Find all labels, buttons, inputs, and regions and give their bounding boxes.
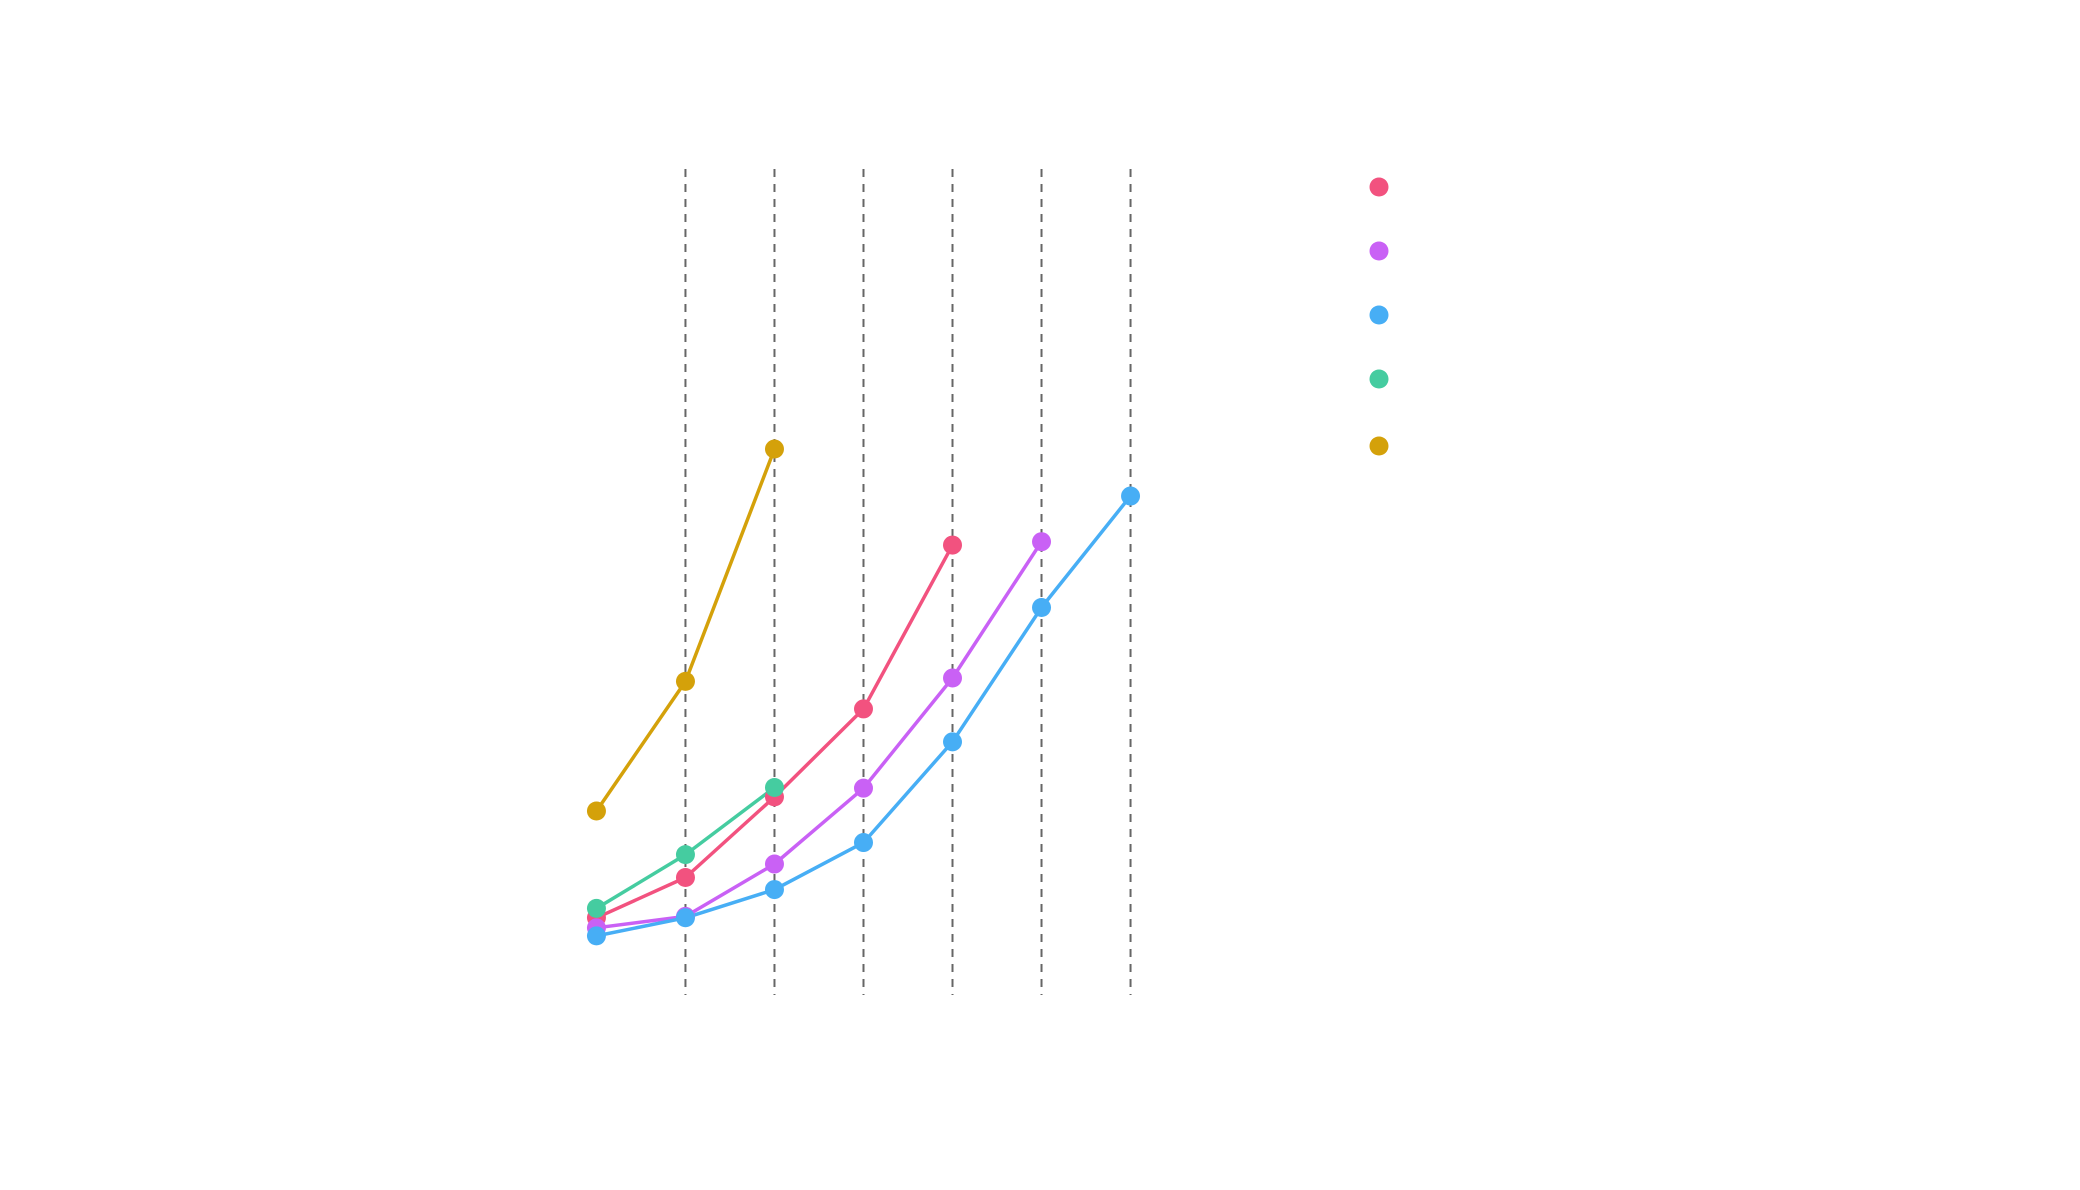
series-1-point-2 <box>675 867 695 887</box>
legend-key-2 <box>1369 241 1389 261</box>
legend-key-1 <box>1369 177 1389 197</box>
series-2-point-4 <box>853 778 873 798</box>
series-2-line <box>594 539 1044 930</box>
series-4-point-3 <box>764 777 784 797</box>
series-4-point-2 <box>675 845 695 865</box>
series-3-point-1 <box>586 926 606 946</box>
reference-lines <box>684 169 1132 995</box>
series-3-point-2 <box>675 908 695 928</box>
series-3-point-6 <box>1032 598 1052 618</box>
series-2-point-5 <box>943 668 963 688</box>
series-5-point-3 <box>764 439 784 459</box>
series-3-point-4 <box>853 833 873 853</box>
series-1-point-5 <box>943 535 963 555</box>
legend-key-3 <box>1369 305 1389 325</box>
series-2-point-6 <box>1032 532 1052 552</box>
series-3-point-5 <box>943 732 963 752</box>
series-points <box>586 439 1141 946</box>
series-5-point-2 <box>675 671 695 691</box>
series-2-point-3 <box>764 854 784 874</box>
series-1-point-4 <box>853 699 873 719</box>
series-4-point-1 <box>586 898 606 918</box>
series-3-point-3 <box>764 880 784 900</box>
legend-key-4 <box>1369 369 1389 389</box>
legend-key-5 <box>1369 436 1389 456</box>
series-3-point-7 <box>1121 486 1141 506</box>
series-5-point-1 <box>586 801 606 821</box>
legend <box>1369 177 1389 456</box>
